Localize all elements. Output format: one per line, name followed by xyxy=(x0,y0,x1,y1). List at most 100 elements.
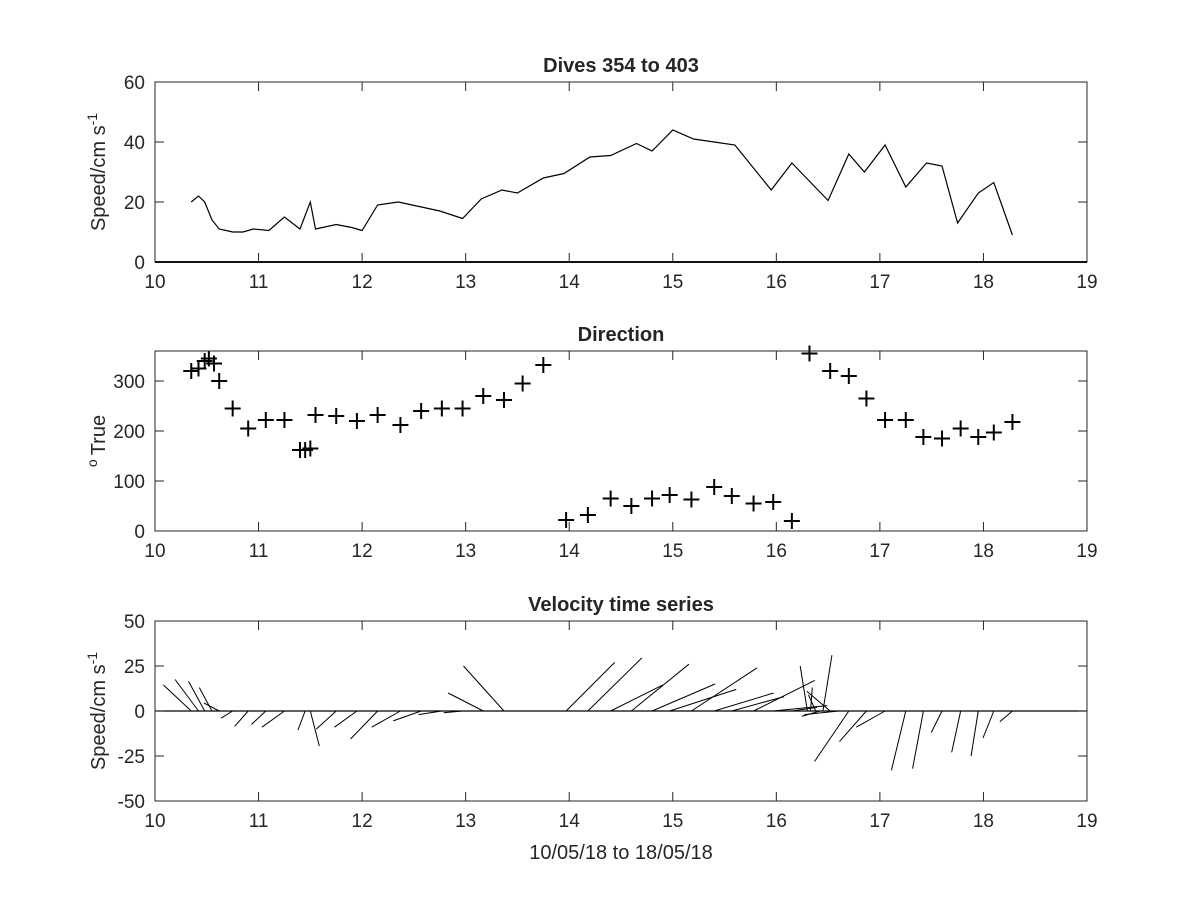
velocity-stick xyxy=(198,687,213,712)
direction-marker xyxy=(433,400,450,417)
speed-axes-box xyxy=(154,81,1088,263)
velocity-x-tick-label: 15 xyxy=(662,811,683,832)
velocity-stick xyxy=(691,667,758,712)
velocity-stick xyxy=(631,663,690,712)
speed-x-tick-label: 19 xyxy=(1076,272,1097,293)
velocity-stick xyxy=(334,710,358,728)
direction-marker xyxy=(276,412,293,428)
velocity-stick xyxy=(234,710,249,727)
velocity-stick xyxy=(806,690,831,712)
direction-marker xyxy=(623,498,640,514)
direction-marker xyxy=(801,345,818,362)
speed-axes-frame xyxy=(154,81,1088,263)
direction-marker xyxy=(211,373,228,389)
velocity-stick xyxy=(203,702,220,712)
direction-marker xyxy=(915,429,932,445)
velocity-stick xyxy=(418,710,442,716)
direction-marker xyxy=(723,488,740,504)
direction-marker xyxy=(661,487,678,503)
y-axis-label-text: True xyxy=(88,415,110,455)
y-axis-label-text: Speed/cm s xyxy=(88,125,110,231)
velocity-stick xyxy=(912,710,924,769)
velocity-x-tick-label: 17 xyxy=(869,811,890,832)
velocity-x-tick-label: 14 xyxy=(559,811,581,832)
speed-x-tick-label: 13 xyxy=(455,272,476,293)
direction-marker xyxy=(413,403,430,419)
velocity-stick xyxy=(999,710,1013,723)
speed-x-tick-label: 10 xyxy=(144,272,165,293)
direction-marker xyxy=(1004,414,1021,430)
velocity-stick xyxy=(970,710,979,757)
direction-y-tick-label: 100 xyxy=(113,472,145,493)
direction-marker xyxy=(196,353,213,369)
velocity-stick xyxy=(163,684,192,712)
direction-marker xyxy=(985,424,1002,441)
direction-x-tick-label: 16 xyxy=(766,541,787,562)
speed-y-tick-label: 60 xyxy=(124,73,145,94)
speed-x-tick-label: 17 xyxy=(869,272,890,293)
velocity-stick xyxy=(773,705,828,712)
direction-marker xyxy=(897,412,914,428)
velocity-y-tick-label: 0 xyxy=(134,702,145,723)
direction-marker xyxy=(454,400,471,417)
direction-marker xyxy=(745,495,762,512)
velocity-x-tick-label: 16 xyxy=(766,811,787,832)
speed-y-tick-label: 20 xyxy=(124,193,145,214)
direction-y-tick-label: 200 xyxy=(113,422,145,443)
direction-axes-frame xyxy=(154,350,1088,532)
velocity-stick xyxy=(808,694,817,712)
direction-marker xyxy=(302,440,319,457)
velocity-x-tick-label: 19 xyxy=(1076,811,1097,832)
velocity-y-tick-label: 50 xyxy=(124,612,145,633)
velocity-y-tick-label: -50 xyxy=(118,792,145,813)
velocity-stick xyxy=(447,692,484,712)
direction-marker xyxy=(602,490,619,507)
direction-marker xyxy=(514,375,531,392)
velocity-stick xyxy=(930,710,943,733)
direction-marker xyxy=(934,430,951,447)
velocity-stick xyxy=(651,683,716,712)
direction-panel: 10 11 12 13 14 15 16 17 18 19 0 100 200 300 Direction o… xyxy=(84,324,1098,562)
speed-series-line xyxy=(190,129,1013,236)
velocity-stick xyxy=(220,710,233,719)
direction-marker xyxy=(579,507,596,523)
velocity-stick xyxy=(463,665,505,712)
direction-marker xyxy=(328,408,345,424)
velocity-stick xyxy=(587,657,643,712)
velocity-stick xyxy=(791,706,818,712)
direction-x-tick-label: 13 xyxy=(455,541,476,562)
velocity-stick xyxy=(443,710,463,714)
direction-x-tick-label: 17 xyxy=(869,541,890,562)
y-axis-label-text: Speed/cm s xyxy=(88,664,110,770)
velocity-stick xyxy=(753,679,815,712)
velocity-stick xyxy=(804,710,839,716)
direction-marker xyxy=(558,512,575,528)
direction-marker xyxy=(683,491,700,508)
direction-marker xyxy=(877,412,894,428)
velocity-x-tick-label: 12 xyxy=(352,811,373,832)
direction-marker xyxy=(858,390,875,407)
velocity-stick xyxy=(371,710,401,728)
velocity-stick xyxy=(890,710,907,771)
speed-x-tick-label: 12 xyxy=(352,272,373,293)
direction-x-tick-label: 18 xyxy=(973,541,994,562)
velocity-title: Velocity time series xyxy=(528,594,714,616)
y-axis-label-superscript: -1 xyxy=(84,113,100,126)
velocity-x-tick-label: 13 xyxy=(455,811,476,832)
velocity-stick xyxy=(714,692,774,712)
velocity-stick xyxy=(309,710,320,747)
direction-marker xyxy=(840,368,857,384)
velocity-stick xyxy=(297,710,306,731)
direction-marker xyxy=(257,412,274,428)
direction-marker xyxy=(475,388,492,404)
speed-x-tick-label: 15 xyxy=(662,272,683,293)
direction-x-tick-label: 12 xyxy=(352,541,373,562)
velocity-stick xyxy=(731,696,785,712)
direction-marker xyxy=(822,363,839,379)
velocity-stick xyxy=(316,710,337,730)
velocity-stick xyxy=(174,679,199,712)
velocity-x-tick-label: 10 xyxy=(144,811,165,832)
direction-x-tick-label: 11 xyxy=(249,541,269,562)
direction-marker xyxy=(307,407,324,423)
